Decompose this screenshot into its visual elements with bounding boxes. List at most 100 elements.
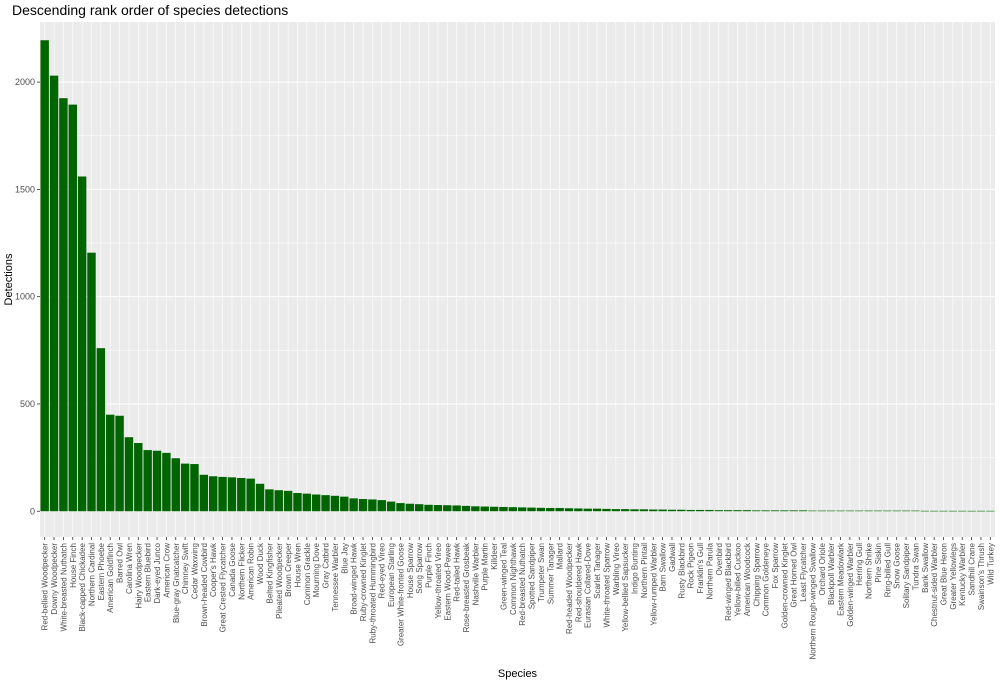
x-tick-label: Common Goldeneye [762, 542, 771, 616]
x-tick-label: Northern Shrike [865, 542, 874, 599]
bar [798, 510, 808, 512]
bar [433, 505, 443, 512]
bar [733, 510, 742, 512]
y-tick-label: 0 [30, 506, 35, 516]
x-tick-label: Ring-billed Gull [883, 543, 892, 597]
x-tick-label: Ruby-throated Hummingbird [368, 543, 377, 644]
bar [967, 510, 976, 512]
bar [939, 510, 948, 512]
y-tick-label: 500 [20, 399, 35, 409]
bar [340, 496, 349, 512]
bar [311, 494, 321, 512]
bar [321, 495, 330, 512]
x-tick-label: Great Crested Flycatcher [219, 543, 228, 633]
x-tick-label: Barn Swallow [659, 543, 668, 592]
bar [349, 498, 358, 512]
x-tick-label: Downy Woodpecker [50, 543, 59, 615]
x-tick-label: Chimney Swift [181, 542, 190, 594]
bar [808, 510, 817, 512]
x-tick-label: Northern Rough-winged Swallow [808, 543, 817, 660]
x-tick-label: Red-breasted Nuthatch [518, 543, 527, 626]
x-tick-label: Herring Gull [855, 543, 864, 586]
bar [143, 450, 152, 512]
x-tick-label: Brown-headed Cowbird [200, 543, 209, 627]
bar [929, 510, 939, 512]
bar [620, 509, 630, 512]
x-tick-label: Yellow-billed Cuckoo [734, 542, 743, 616]
bar [583, 508, 592, 512]
x-tick-label: White-breasted Nuthatch [59, 543, 68, 632]
bar [695, 509, 705, 512]
bar [761, 510, 770, 512]
chart-title: Descending rank order of species detecti… [12, 2, 289, 18]
x-tick-label: Cedar Waxwing [190, 543, 199, 599]
bar [658, 509, 667, 512]
bar [555, 508, 564, 512]
x-tick-label: Orchard Oriole [818, 542, 827, 595]
x-tick-label: Eastern Wood-Pewee [443, 542, 452, 620]
bar [59, 98, 68, 512]
bar [40, 40, 49, 512]
x-tick-label: Summer Tanager [546, 543, 555, 605]
bar [152, 450, 162, 512]
x-tick-label: House Finch [69, 543, 78, 588]
bar [237, 477, 246, 512]
bar [471, 506, 480, 512]
bar [742, 510, 752, 512]
bar [770, 510, 780, 512]
bar [976, 510, 986, 512]
bar [77, 176, 87, 512]
x-tick-label: Franklin's Gull [696, 543, 705, 594]
x-tick-label: Red-winged Blackbird [724, 543, 733, 621]
x-tick-label: American Goldfinch [106, 543, 115, 613]
bar [789, 510, 798, 512]
x-tick-label: Chestnut-sided Warbler [930, 543, 939, 627]
x-tick-label: Red-headed Woodpecker [565, 543, 574, 634]
bar [106, 414, 115, 512]
bar [686, 509, 695, 512]
x-tick-label: Eurasian Collared-Dove [584, 542, 593, 627]
x-tick-label: Bank Swallow [921, 543, 930, 593]
bar [480, 506, 489, 512]
bar [536, 507, 546, 512]
bar [508, 507, 518, 512]
bar [836, 510, 845, 512]
y-axis-title: Detections [3, 253, 15, 305]
x-tick-label: Kentucky Warbler [958, 543, 967, 606]
bar [546, 508, 555, 512]
bar [855, 510, 864, 512]
bar [705, 509, 714, 512]
bar [396, 503, 405, 512]
x-tick-label: Pileated Woodpecker [275, 543, 284, 619]
x-tick-label: Golden-winged Warbler [846, 543, 855, 627]
x-tick-label: American Woodcock [743, 542, 752, 616]
x-tick-label: Yellow-bellied Sapsucker [621, 543, 630, 632]
bar [602, 508, 611, 512]
x-axis-title: Species [498, 668, 538, 680]
bar [883, 510, 892, 512]
bar [162, 452, 171, 512]
x-tick-label: Blackpoll Warbler [827, 543, 836, 605]
bar [246, 478, 255, 512]
bar [986, 510, 995, 512]
y-tick-label: 2000 [15, 77, 35, 87]
x-tick-label: European Starling [387, 543, 396, 607]
bar [414, 504, 424, 512]
bar [723, 510, 733, 512]
bar [517, 507, 527, 512]
x-tick-label: Purple Finch [425, 543, 434, 588]
y-axis: 0 500 1000 1500 2000 [15, 77, 40, 516]
x-tick-label: Wild Turkey [986, 543, 995, 585]
x-tick-label: Great Blue Heron [940, 543, 949, 605]
x-tick-label: Eastern Phoebe [97, 542, 106, 600]
bar [461, 505, 471, 512]
bar [218, 476, 227, 512]
bar [68, 104, 77, 512]
x-tick-label: Ovenbird [715, 543, 724, 575]
bar [677, 509, 686, 512]
x-tick-label: Blue Jay [340, 543, 349, 574]
x-tick-label: Fox Sparrow [771, 543, 780, 589]
bar [845, 510, 855, 512]
bar [115, 415, 124, 512]
x-tick-label: Yellow-throated Vireo [434, 542, 443, 618]
